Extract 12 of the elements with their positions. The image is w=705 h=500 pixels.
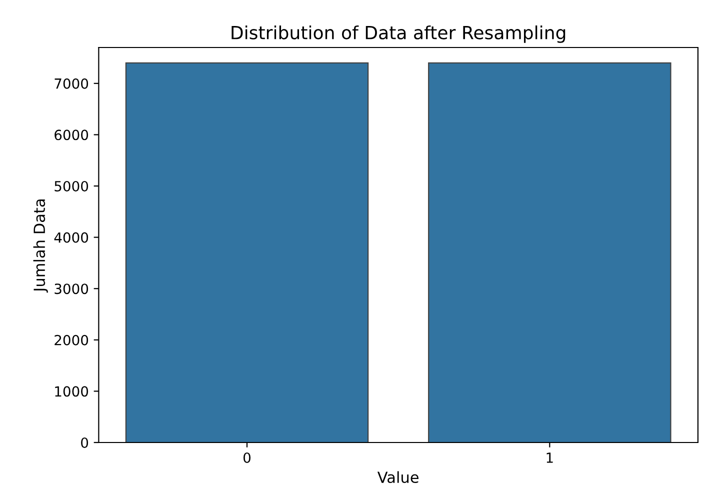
- x-axis-title: Value: [377, 471, 418, 484]
- y-tick-label: 2000: [54, 334, 88, 346]
- y-tick-label: 0: [81, 437, 88, 448]
- y-tick-label: 6000: [54, 130, 88, 140]
- y-tick-label: 1000: [55, 386, 88, 397]
- y-axis-title: Jumlah Data: [33, 200, 48, 293]
- x-tick-label: 1: [546, 452, 553, 463]
- y-tick-label: 5000: [54, 180, 88, 192]
- y-tick-label: 3000: [54, 284, 88, 294]
- y-tick-label: 4000: [54, 232, 88, 243]
- y-tick-label: 7000: [54, 78, 88, 89]
- chart-title: Distribution of Data after Resampling: [232, 25, 566, 43]
